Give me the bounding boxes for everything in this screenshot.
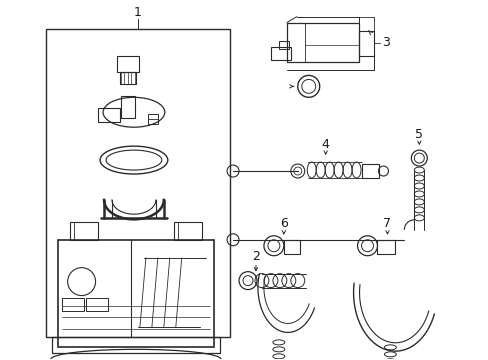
Bar (46, 28, 229, 337)
Bar (120, 72, 136, 84)
Bar (147, 114, 158, 124)
Bar (286, 23, 358, 62)
Bar (58, 240, 214, 347)
Bar (174, 222, 202, 240)
Text: 1: 1 (134, 6, 142, 19)
Text: 5: 5 (414, 128, 423, 141)
Bar (98, 108, 120, 122)
Text: 3: 3 (382, 36, 389, 49)
Bar (52, 337, 220, 353)
Bar (85, 298, 107, 311)
Text: 6: 6 (279, 217, 287, 230)
Bar (117, 57, 139, 72)
Bar (358, 31, 374, 57)
Bar (61, 298, 83, 311)
Bar (377, 240, 395, 254)
Bar (69, 222, 98, 240)
Bar (283, 240, 299, 254)
Text: 7: 7 (383, 217, 391, 230)
Bar (121, 96, 135, 118)
Bar (278, 41, 288, 49)
Text: 2: 2 (251, 250, 259, 263)
Text: 4: 4 (321, 138, 329, 150)
Bar (270, 46, 290, 60)
Bar (361, 164, 379, 178)
